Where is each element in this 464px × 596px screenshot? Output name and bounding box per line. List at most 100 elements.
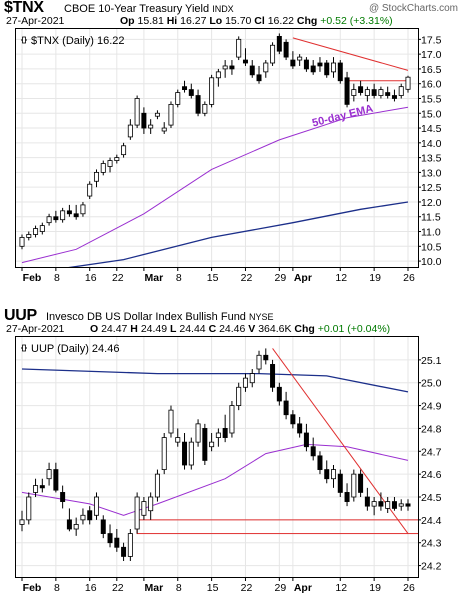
- uup-candle: [290, 410, 296, 429]
- tnx-candle: [371, 83, 377, 99]
- tnx-symbol: $TNX: [4, 0, 44, 16]
- uup-candle: [270, 359, 276, 392]
- tnx-candle-body: [154, 112, 160, 117]
- uup-candle: [154, 469, 160, 502]
- uup-symbol: UUP: [4, 307, 37, 324]
- uup-legend-text: UUP (Daily) 24.46: [31, 343, 119, 355]
- tnx-ytick-label: 11.5: [421, 212, 441, 224]
- tnx-candle: [154, 110, 160, 120]
- uup-candle-body: [80, 514, 86, 521]
- tnx-exchange: INDX: [212, 4, 234, 14]
- tnx-plot-svg: 50-day EMA $TNX (Daily) 16.22: [16, 29, 418, 276]
- tnx-candle: [33, 225, 39, 238]
- tnx-candle: [19, 234, 25, 250]
- tnx-candle-body: [358, 86, 364, 93]
- tnx-ytick-label: 12.0: [421, 197, 442, 209]
- uup-candle: [39, 478, 45, 493]
- tnx-candle: [256, 65, 262, 84]
- uup-candle: [310, 437, 316, 461]
- uup-candle: [351, 469, 357, 502]
- tnx-candle: [168, 101, 174, 129]
- tnx-candle: [303, 57, 309, 72]
- uup-candle: [364, 487, 370, 511]
- tnx-candle-body: [351, 89, 357, 96]
- tnx-xtick-label: 22: [112, 272, 124, 284]
- uup-xtick-label: 22: [241, 582, 253, 594]
- tnx-candle: [195, 89, 201, 117]
- tnx-candle-body: [391, 95, 397, 99]
- uup-high: 24.49: [140, 323, 168, 335]
- uup-candle-body: [127, 533, 133, 557]
- tnx-candle: [141, 107, 147, 134]
- uup-chart-panel: UUP Invesco DB US Dollar Index Bullish F…: [0, 307, 464, 596]
- tnx-candle-body: [263, 62, 269, 73]
- uup-ytick-label: 25.0: [421, 378, 442, 390]
- tnx-candle: [209, 74, 215, 108]
- tnx-candle: [215, 68, 221, 87]
- uup-candle-body: [290, 414, 296, 425]
- uup-candle: [182, 433, 188, 470]
- uup-candle-body: [87, 510, 93, 521]
- tnx-candle-body: [317, 62, 323, 67]
- tnx-candle-body: [364, 89, 370, 96]
- tnx-close-label: Cl: [254, 15, 265, 27]
- tnx-candle-body: [33, 228, 39, 235]
- uup-candle-body: [195, 423, 201, 443]
- uup-candle: [229, 401, 235, 438]
- tnx-candle-body: [378, 89, 384, 96]
- uup-header: UUP Invesco DB US Dollar Index Bullish F…: [2, 307, 462, 335]
- tnx-high-label: Hi: [166, 15, 178, 27]
- tnx-ytick-label: 10.5: [421, 241, 442, 253]
- uup-candle: [107, 524, 113, 548]
- uup-candle-body: [33, 485, 39, 493]
- uup-ytick-label: 24.3: [421, 538, 442, 550]
- uup-low: 24.44: [179, 323, 206, 335]
- uup-candle: [33, 478, 39, 497]
- tnx-credit: @ StockCharts.com: [368, 3, 458, 14]
- tnx-candle-body: [236, 38, 242, 58]
- uup-low-label: L: [170, 323, 177, 335]
- uup-xtick-label: Mar: [145, 582, 164, 594]
- tnx-candle: [398, 83, 404, 99]
- uup-volume: 364.6K: [258, 323, 292, 335]
- tnx-candle: [310, 60, 316, 75]
- tnx-candle: [202, 101, 208, 117]
- tnx-chart-panel: $TNX CBOE 10-Year Treasury Yield INDX @ …: [0, 0, 464, 284]
- uup-ytick-label: 24.2: [421, 561, 442, 573]
- tnx-candle-body: [270, 44, 276, 64]
- uup-candle: [73, 517, 79, 536]
- tnx-open: 15.81: [137, 15, 164, 27]
- uup-candle: [215, 428, 221, 447]
- uup-candle-body: [202, 428, 208, 461]
- uup-candle-body: [26, 496, 32, 521]
- tnx-candle-body: [19, 237, 25, 247]
- tnx-candle: [161, 122, 167, 134]
- uup-candle-body: [331, 469, 337, 480]
- uup-candle: [398, 499, 404, 511]
- tnx-candle: [337, 60, 343, 84]
- uup-plot-area: UUP (Daily) 24.46: [15, 336, 421, 578]
- tnx-candle-body: [87, 183, 93, 197]
- tnx-candle-body: [100, 163, 106, 173]
- uup-candle: [236, 382, 242, 411]
- uup-candle-body: [324, 469, 330, 480]
- uup-candle-body: [344, 492, 350, 502]
- tnx-candle: [26, 231, 32, 241]
- tnx-xtick-label: 26: [403, 272, 415, 284]
- uup-xtick-label: 8: [176, 582, 182, 594]
- uup-candle: [303, 423, 309, 452]
- tnx-candle-body: [331, 62, 337, 73]
- tnx-xtick-label: 8: [54, 272, 60, 284]
- uup-candle-body: [385, 501, 391, 509]
- tnx-candle-body: [107, 160, 113, 167]
- uup-50-day-ema-line: [21, 443, 409, 516]
- tnx-chg-label: Chg: [296, 15, 318, 27]
- tnx-xtick-label: Feb: [23, 272, 42, 284]
- tnx-xtick-label: 12: [335, 272, 347, 284]
- tnx-candle: [127, 119, 133, 140]
- tnx-candle-body: [344, 77, 350, 105]
- tnx-candle-body: [222, 65, 228, 70]
- uup-ytick-label: 24.6: [421, 469, 442, 481]
- uup-xtick-label: Apr: [294, 582, 312, 594]
- tnx-candle: [385, 86, 391, 99]
